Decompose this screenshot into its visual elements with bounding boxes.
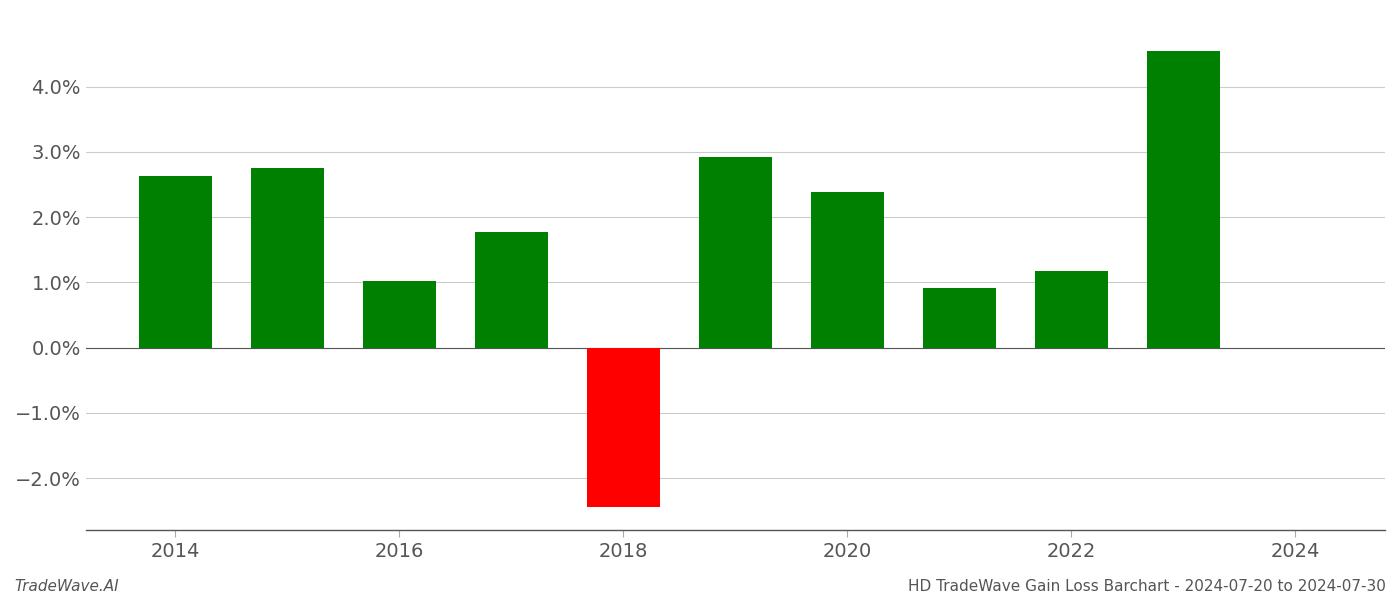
Bar (923, 287, 995, 347)
Bar (363, 281, 435, 347)
Bar (699, 157, 771, 347)
Bar (811, 193, 883, 347)
Bar (1147, 51, 1219, 347)
Text: HD TradeWave Gain Loss Barchart - 2024-07-20 to 2024-07-30: HD TradeWave Gain Loss Barchart - 2024-0… (909, 579, 1386, 594)
Bar (251, 168, 323, 347)
Bar (587, 347, 659, 508)
Bar (475, 232, 547, 347)
Text: TradeWave.AI: TradeWave.AI (14, 579, 119, 594)
Bar (139, 176, 211, 347)
Bar (1035, 271, 1107, 347)
